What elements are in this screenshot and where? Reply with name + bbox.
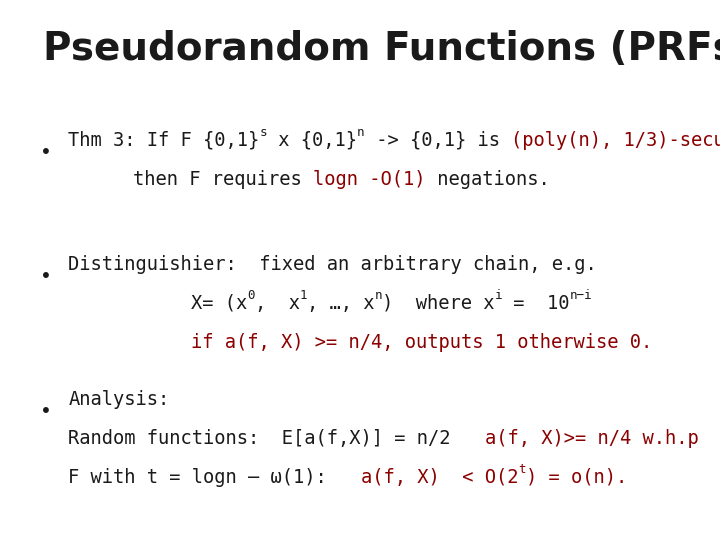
Text: n−i: n−i — [570, 289, 592, 302]
Text: n: n — [374, 289, 382, 302]
Text: X= (x: X= (x — [191, 294, 247, 313]
Text: i: i — [495, 289, 502, 302]
Text: •: • — [40, 402, 51, 421]
Text: •: • — [40, 143, 51, 162]
Text: then F requires: then F requires — [133, 170, 313, 188]
Text: ) = o(n).: ) = o(n). — [526, 468, 627, 487]
Text: 1: 1 — [300, 289, 307, 302]
Text: •: • — [40, 267, 51, 286]
Text: , …, x: , …, x — [307, 294, 374, 313]
Text: (poly(n), 1/3)-secure PRFs,: (poly(n), 1/3)-secure PRFs, — [511, 131, 720, 150]
Text: Pseudorandom Functions (PRFs): Pseudorandom Functions (PRFs) — [43, 30, 720, 68]
Text: x {0,1}: x {0,1} — [267, 131, 357, 150]
Text: 0: 0 — [247, 289, 255, 302]
Text: F with t = logn – ω(1):: F with t = logn – ω(1): — [68, 468, 361, 487]
Text: )  where x: ) where x — [382, 294, 495, 313]
Text: s: s — [260, 126, 267, 139]
Text: logn -O(1): logn -O(1) — [313, 170, 426, 188]
Text: Analysis:: Analysis: — [68, 390, 170, 409]
Text: Thm 3: If F {0,1}: Thm 3: If F {0,1} — [68, 131, 260, 150]
Text: negations.: negations. — [426, 170, 549, 188]
Text: -> {0,1} is: -> {0,1} is — [364, 131, 511, 150]
Text: Distinguishier:  fixed an arbitrary chain, e.g.: Distinguishier: fixed an arbitrary chain… — [68, 255, 597, 274]
Text: ,  x: , x — [255, 294, 300, 313]
Text: =  10: = 10 — [502, 294, 570, 313]
Text: Random functions:  E[a(f,X)] = n/2: Random functions: E[a(f,X)] = n/2 — [68, 429, 485, 448]
Text: n: n — [357, 126, 364, 139]
Text: a(f, X)  < O(2: a(f, X) < O(2 — [361, 468, 518, 487]
Text: t: t — [518, 463, 526, 476]
Text: if a(f, X) >= n/4, outputs 1 otherwise 0.: if a(f, X) >= n/4, outputs 1 otherwise 0… — [191, 333, 652, 352]
Text: a(f, X)>= n/4 w.h.p: a(f, X)>= n/4 w.h.p — [485, 429, 698, 448]
